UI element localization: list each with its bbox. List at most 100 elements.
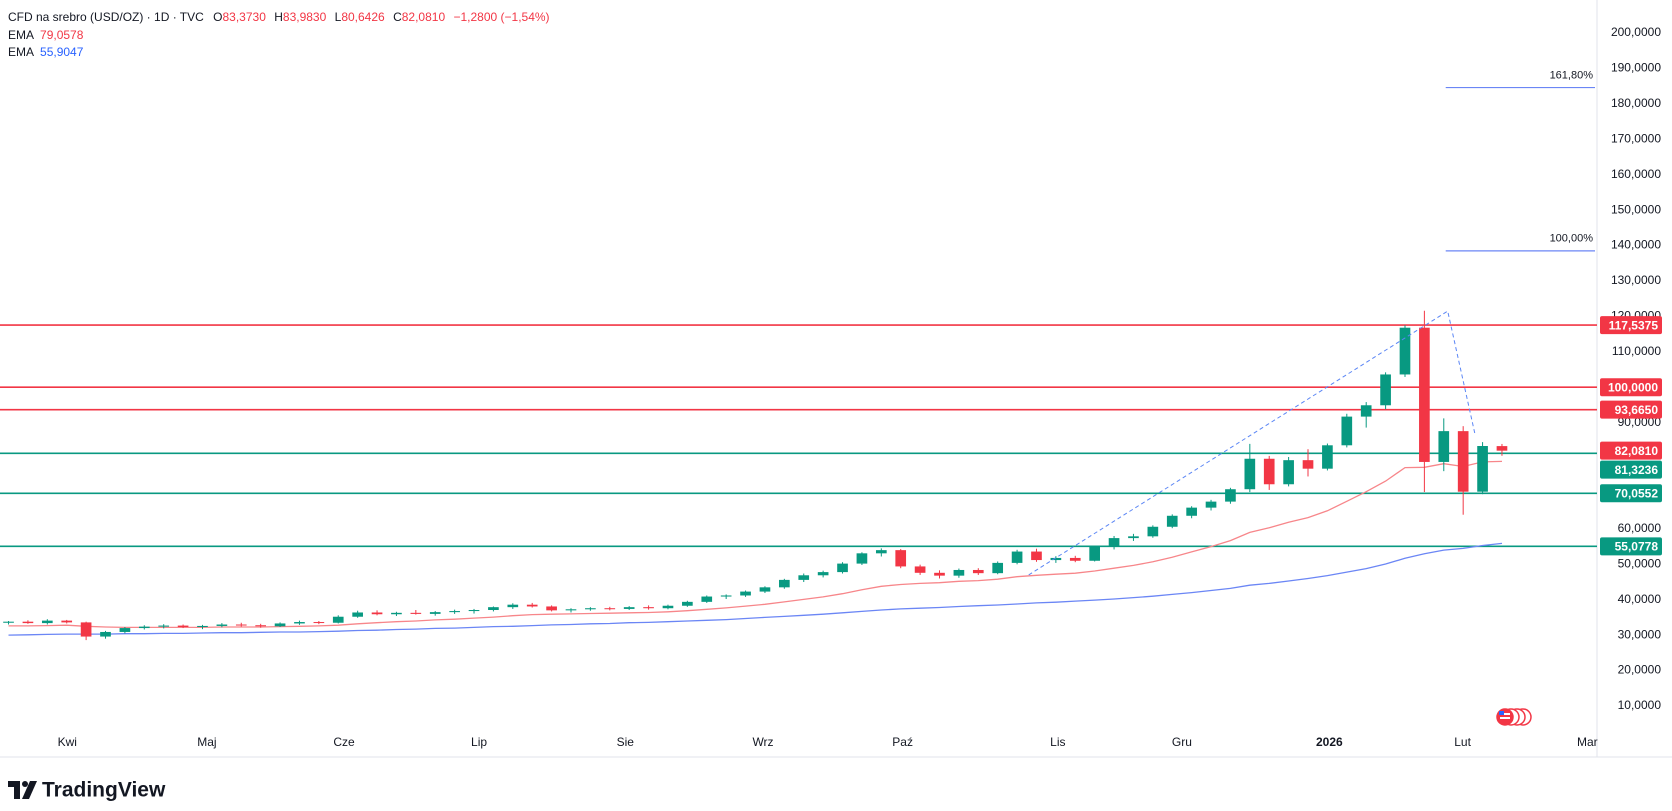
candle-body xyxy=(332,616,344,623)
candle-body xyxy=(1438,431,1450,462)
drawings: 100,00% 161,80% xyxy=(1028,69,1595,576)
candle-body xyxy=(197,625,208,627)
x-tick-label: Paź xyxy=(892,735,913,749)
ohlc-value: 83,9830 xyxy=(283,10,327,24)
ema-line xyxy=(8,542,1503,636)
header-line: CFD na srebro (USD/OZ) · 1D · TVC O83,37… xyxy=(8,10,550,24)
candle-body xyxy=(138,626,150,629)
candle-body xyxy=(449,611,460,613)
x-tick-label: Wrz xyxy=(752,735,773,749)
candle-body xyxy=(759,587,771,592)
candle-body xyxy=(468,609,480,612)
legend-entry: EMA 79,0578 xyxy=(8,28,84,42)
candle-body xyxy=(1011,551,1023,563)
header: CFD na srebro (USD/OZ) · 1D · TVC O83,37… xyxy=(8,10,550,59)
candle-body xyxy=(429,612,441,614)
y-tick-label: 140,0000 xyxy=(1611,238,1661,252)
ohlc-value: 82,0810 xyxy=(402,10,446,24)
ema-lines xyxy=(8,460,1503,636)
candle-body xyxy=(158,625,170,627)
candle-body xyxy=(1089,546,1100,561)
axes: 10,0000 20,0000 30,0000 40,0000 50,0000 60,00… xyxy=(58,25,1662,749)
candle-body xyxy=(352,612,363,617)
candle-body xyxy=(953,569,965,576)
candle-body xyxy=(662,605,674,609)
y-tick-label: 30,0000 xyxy=(1618,627,1662,641)
candle-body xyxy=(1205,501,1217,508)
x-tick-label: Maj xyxy=(197,735,216,749)
ohlc-key: C xyxy=(393,10,402,24)
candle-body xyxy=(294,622,305,624)
fib-label: 161,80% xyxy=(1550,69,1594,81)
candle-body xyxy=(100,631,111,637)
candle-body xyxy=(41,620,53,624)
price-badge xyxy=(1600,537,1662,556)
candle-body xyxy=(701,596,713,602)
candle-body xyxy=(1302,460,1314,469)
candle-body xyxy=(235,624,247,626)
y-tick-label: 160,0000 xyxy=(1611,167,1661,181)
candle-body xyxy=(682,601,693,606)
y-tick-label: 60,0000 xyxy=(1618,521,1662,535)
ohlc-key: H xyxy=(274,10,283,24)
candle-body xyxy=(1225,489,1236,502)
event-flags xyxy=(1496,708,1532,726)
candle-body xyxy=(1031,551,1042,561)
candle-body xyxy=(1050,557,1062,561)
x-tick-label: Lip xyxy=(471,735,487,749)
y-tick-label: 40,0000 xyxy=(1618,592,1662,606)
candle-body xyxy=(3,621,14,623)
candle-body xyxy=(22,621,34,624)
candle-body xyxy=(1069,557,1081,561)
x-tick-label: 2026 xyxy=(1316,735,1343,749)
candle-body xyxy=(740,591,751,596)
candle-body xyxy=(837,563,848,573)
y-tick-label: 180,0000 xyxy=(1611,96,1661,110)
candle-body xyxy=(255,625,267,627)
y-tick-label: 110,0000 xyxy=(1612,344,1661,358)
candle-body xyxy=(546,606,557,611)
candle-body xyxy=(972,569,984,574)
symbol: CFD na srebro (USD/OZ) · 1D · TVC xyxy=(8,10,204,24)
legend-name: EMA xyxy=(8,45,34,59)
candle-body xyxy=(565,609,577,611)
x-tick-label: Gru xyxy=(1172,735,1192,749)
candle-body xyxy=(1477,446,1488,492)
candle-body xyxy=(895,550,907,567)
candle-body xyxy=(371,612,383,615)
y-tick-label: 150,0000 xyxy=(1611,202,1661,216)
candle-body xyxy=(1147,526,1159,537)
candle-body xyxy=(817,572,829,576)
ohlc-key: L xyxy=(335,10,342,24)
candle-body xyxy=(875,550,887,554)
candle-body xyxy=(798,575,810,580)
candle-body xyxy=(1244,458,1256,490)
legend-value: 55,9047 xyxy=(40,45,84,59)
logo: TradingView xyxy=(8,779,166,802)
price-badge xyxy=(1600,484,1662,503)
candle-body xyxy=(391,612,402,615)
candle-body xyxy=(623,607,635,609)
candle-body xyxy=(1380,374,1391,406)
y-tick-label: 10,0000 xyxy=(1618,698,1662,712)
logo-mark xyxy=(8,781,20,799)
flag-stripe xyxy=(1500,713,1510,715)
ohlc-value: 83,3730 xyxy=(223,10,267,24)
change: −1,2800 (−1,54%) xyxy=(453,10,549,24)
candle-body xyxy=(934,572,945,576)
candle-body xyxy=(1496,446,1508,451)
price-badges: 117,5375 100,0000 93,6650 82,0810 81,3236 70,… xyxy=(1600,316,1662,556)
candle-body xyxy=(80,622,92,637)
price-badge xyxy=(1600,378,1662,397)
y-tick-label: 20,0000 xyxy=(1618,663,1662,677)
price-badge-label: 70,0552 xyxy=(1615,486,1659,500)
y-tick-label: 50,0000 xyxy=(1618,556,1662,570)
price-badge xyxy=(1600,400,1662,419)
ohlc-value: 80,6426 xyxy=(341,10,385,24)
candle-body xyxy=(526,604,538,607)
candle-body xyxy=(1341,416,1353,446)
price-badge xyxy=(1600,441,1662,460)
candle-body xyxy=(1263,458,1275,485)
y-tick-label: 130,0000 xyxy=(1611,273,1661,287)
